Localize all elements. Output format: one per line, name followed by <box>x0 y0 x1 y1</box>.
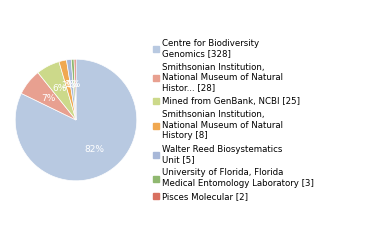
Text: 1%: 1% <box>67 80 81 89</box>
Wedge shape <box>21 73 76 120</box>
Legend: Centre for Biodiversity
Genomics [328], Smithsonian Institution,
National Museum: Centre for Biodiversity Genomics [328], … <box>152 39 314 201</box>
Wedge shape <box>74 59 76 120</box>
Text: 82%: 82% <box>85 145 105 154</box>
Wedge shape <box>66 59 76 120</box>
Text: 1%: 1% <box>65 80 79 90</box>
Text: 2%: 2% <box>61 81 75 90</box>
Wedge shape <box>38 62 76 120</box>
Wedge shape <box>59 60 76 120</box>
Wedge shape <box>15 59 137 181</box>
Text: 6%: 6% <box>52 84 67 93</box>
Text: 7%: 7% <box>41 94 55 102</box>
Wedge shape <box>71 59 76 120</box>
